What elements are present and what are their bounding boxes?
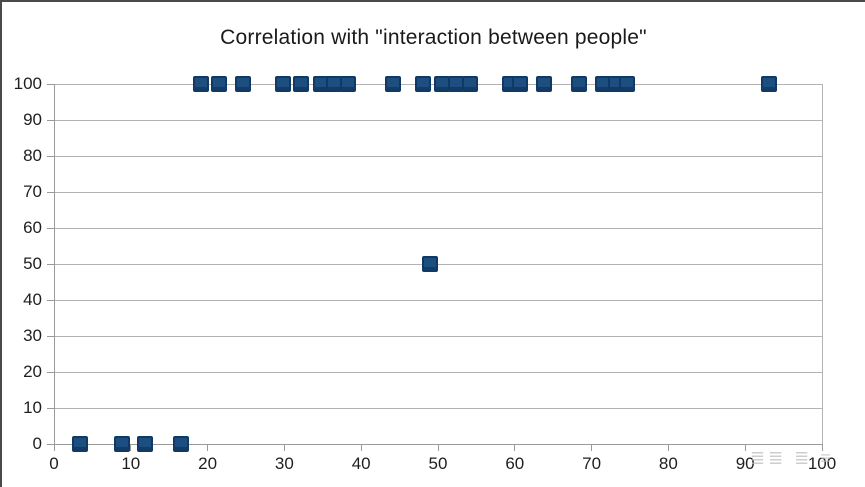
data-point: [618, 76, 635, 92]
y-gridline: [54, 119, 822, 121]
data-point: [761, 76, 777, 92]
y-tick: [47, 263, 54, 265]
y-tick-label: 20: [23, 362, 42, 381]
data-point: [234, 76, 251, 92]
y-tick-label: 100: [13, 74, 42, 93]
x-tick-label: 30: [274, 454, 294, 473]
y-gridline: [54, 407, 822, 409]
data-point: [447, 76, 464, 92]
x-tick: [283, 444, 285, 451]
data-point: [462, 76, 479, 92]
y-tick-label: 90: [23, 110, 42, 129]
x-tick-label: 90: [735, 454, 755, 473]
data-point: [72, 436, 89, 452]
y-tick-label: 40: [23, 290, 42, 309]
y-axis-line: [54, 84, 55, 444]
x-tick-label: 100: [807, 454, 837, 473]
data-point: [570, 76, 587, 92]
x-tick: [591, 444, 593, 451]
chart-title: Correlation with "interaction between pe…: [220, 26, 647, 49]
data-point: [173, 436, 190, 452]
y-tick-label: 60: [23, 218, 42, 237]
y-tick: [47, 335, 54, 337]
data-point: [192, 76, 209, 92]
data-point: [512, 76, 529, 92]
x-tick: [821, 444, 823, 451]
y-gridline: [54, 227, 822, 229]
x-tick: [207, 444, 209, 451]
x-tick-label: 60: [505, 454, 525, 473]
x-tick-label: 80: [658, 454, 678, 473]
x-tick: [53, 444, 55, 451]
y-gridline: [54, 299, 822, 301]
x-tick-label: 10: [121, 454, 141, 473]
y-tick: [47, 407, 54, 409]
x-tick-label: 50: [428, 454, 448, 473]
y-tick: [47, 443, 54, 445]
x-tick: [360, 444, 362, 451]
x-tick: [514, 444, 516, 451]
y-tick: [47, 119, 54, 121]
y-tick: [47, 299, 54, 301]
x-tick: [667, 444, 669, 451]
data-point: [414, 76, 431, 92]
data-point: [535, 76, 552, 92]
y-gridline: [54, 155, 822, 157]
y-tick: [47, 83, 54, 85]
data-point: [136, 436, 153, 452]
y-tick-label: 80: [23, 146, 42, 165]
y-gridline: [54, 335, 822, 337]
y-tick-label: 50: [23, 254, 42, 273]
data-point: [293, 76, 310, 92]
y-gridline: [54, 371, 822, 373]
x-tick-label: 0: [49, 454, 59, 473]
x-tick-label: 70: [582, 454, 602, 473]
x-tick-label: 40: [351, 454, 371, 473]
x-tick: [437, 444, 439, 451]
y-tick-label: 70: [23, 182, 42, 201]
y-tick: [47, 227, 54, 229]
y-gridline: [54, 191, 822, 193]
y-tick: [47, 155, 54, 157]
data-point: [340, 76, 357, 92]
x-tick-label: 20: [198, 454, 218, 473]
data-point: [211, 76, 228, 92]
y-tick-label: 0: [32, 434, 42, 453]
data-point: [274, 76, 291, 92]
x-tick: [744, 444, 746, 451]
plot-right-border: [822, 84, 823, 444]
y-tick-label: 30: [23, 326, 42, 345]
x-tick: [130, 444, 132, 451]
data-point: [385, 76, 402, 92]
data-point: [114, 436, 131, 452]
y-tick: [47, 191, 54, 193]
y-tick: [47, 371, 54, 373]
y-tick-label: 10: [23, 398, 42, 417]
data-point: [422, 256, 439, 272]
